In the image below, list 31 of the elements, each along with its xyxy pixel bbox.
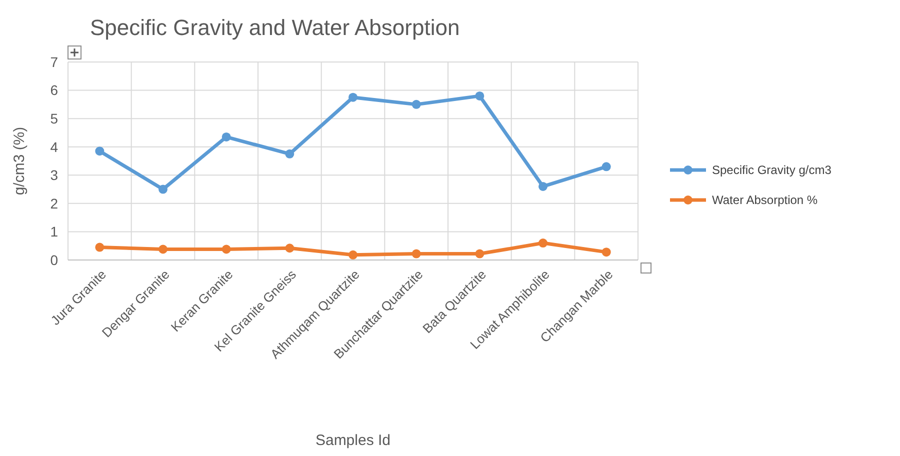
point: [222, 244, 231, 254]
point: [602, 248, 611, 257]
point: [602, 162, 611, 172]
point: [285, 244, 294, 253]
point: [475, 91, 484, 100]
point: [348, 250, 358, 260]
y-tick-label: 6: [50, 82, 58, 98]
point: [412, 100, 421, 109]
y-tick-label: 3: [50, 167, 58, 184]
y-tick-label: 0: [50, 252, 58, 268]
point: [95, 242, 104, 252]
point: [538, 182, 548, 191]
point: [158, 244, 168, 254]
y-tick-label: 4: [50, 138, 58, 155]
point: [222, 132, 231, 142]
y-tick-label: 1: [50, 224, 58, 240]
y-tick-label: 2: [50, 195, 58, 212]
point: [158, 184, 168, 194]
x-axis-title: Samples Id: [315, 432, 391, 449]
point: [475, 249, 484, 258]
point: [538, 238, 548, 248]
point: [285, 149, 294, 158]
y-axis-title: g/cm3 (%): [11, 126, 28, 196]
legend-label: Water Absorption %: [712, 193, 818, 208]
point: [95, 146, 104, 156]
point: [412, 249, 421, 258]
chart-title: Specific Gravity and Water Absorption: [90, 15, 460, 40]
y-tick-label: 7: [50, 54, 58, 70]
point: [348, 92, 358, 102]
legend-label: Specific Gravity g/cm3: [712, 163, 832, 178]
y-tick-label: 5: [50, 110, 58, 126]
